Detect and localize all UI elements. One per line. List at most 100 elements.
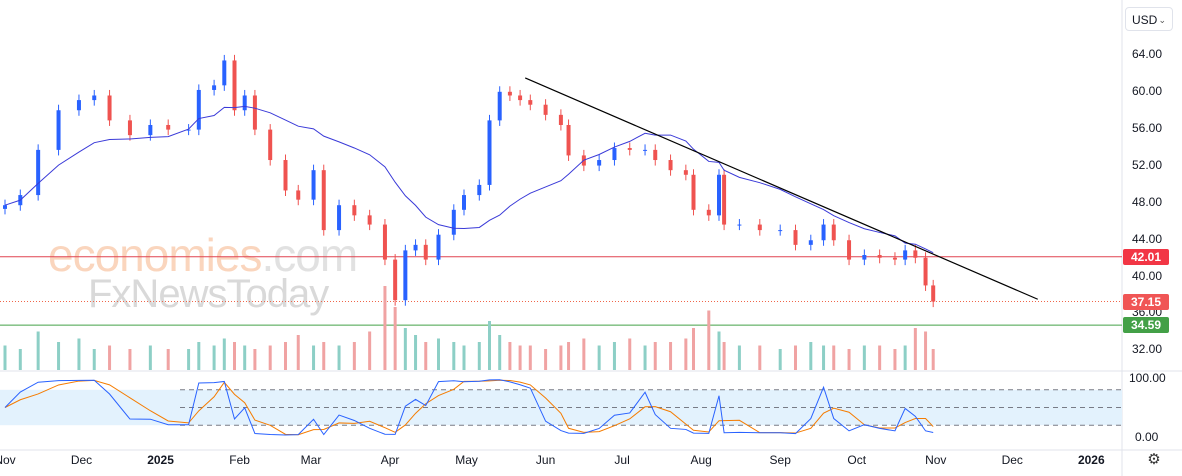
volume-bar xyxy=(692,328,695,370)
time-tick-label: Apr xyxy=(381,453,400,467)
candle-body xyxy=(831,224,836,241)
volume-bar xyxy=(809,342,813,370)
candle-body xyxy=(757,224,762,231)
volume-bar xyxy=(222,338,226,370)
trendline xyxy=(524,77,1038,300)
candle-body xyxy=(643,149,648,151)
volume-bar xyxy=(352,342,356,370)
candle-body xyxy=(627,148,632,150)
volume-bar xyxy=(544,349,548,370)
candle-body xyxy=(477,184,482,196)
time-tick-label: Nov xyxy=(925,453,946,467)
candle-body xyxy=(321,170,326,231)
volume-bar xyxy=(322,342,326,370)
volume-bar xyxy=(77,338,81,370)
volume-bar xyxy=(528,345,532,370)
price-tick-label: 48.00 xyxy=(1132,195,1162,209)
volume-bar xyxy=(722,342,726,370)
candle-body xyxy=(778,230,783,232)
watermark-text: economies xyxy=(48,229,262,281)
volume-bar xyxy=(567,342,571,370)
candle-body xyxy=(283,160,288,191)
volume-bar xyxy=(337,345,341,370)
volume-bar xyxy=(832,345,836,370)
volume-bar xyxy=(18,349,22,370)
candle-body xyxy=(222,60,227,86)
volume-bar xyxy=(3,345,7,370)
candle-body xyxy=(793,230,798,245)
volume-bar xyxy=(243,345,247,370)
volume-bar xyxy=(268,345,272,370)
time-tick-label: Mar xyxy=(301,453,322,467)
support-price-badge: 34.59 xyxy=(1123,317,1169,334)
candle-body xyxy=(36,149,41,196)
time-tick-label: May xyxy=(455,453,478,467)
candle-body xyxy=(337,205,342,231)
volume-bar xyxy=(653,342,657,370)
volume-bar xyxy=(862,345,866,370)
volume-bar xyxy=(424,342,428,370)
candle-body xyxy=(528,100,533,105)
volume-bar xyxy=(878,345,882,370)
candle-body xyxy=(892,257,897,260)
volume-bar xyxy=(253,349,257,370)
volume-bar xyxy=(166,349,170,370)
volume-bar xyxy=(518,345,522,370)
candle-body xyxy=(232,60,237,111)
candle-body xyxy=(92,95,97,101)
candle-body xyxy=(683,170,688,175)
time-tick-label: Sep xyxy=(770,453,792,467)
volume-bar xyxy=(931,349,935,370)
volume-bar xyxy=(312,345,316,370)
candle-body xyxy=(847,240,852,260)
candle-body xyxy=(186,129,191,131)
volume-bar xyxy=(368,331,372,370)
candle-body xyxy=(612,148,617,161)
candle-body xyxy=(252,95,257,130)
volume-bar xyxy=(498,335,502,370)
candle-body xyxy=(543,104,548,115)
volume-bar xyxy=(296,335,300,370)
volume-bar xyxy=(758,345,762,370)
stochastic-tick-label: 0.00 xyxy=(1135,430,1159,444)
candle-body xyxy=(717,174,721,216)
economies-watermark-logo: economies.com xyxy=(48,228,358,282)
watermark-suffix: .com xyxy=(261,229,358,281)
time-tick-label: Dec xyxy=(71,453,92,467)
time-tick-label: 2025 xyxy=(147,453,174,467)
candle-body xyxy=(462,195,466,210)
chevron-down-icon: ⌄ xyxy=(1158,15,1166,25)
currency-selector[interactable]: USD ⌄ xyxy=(1125,7,1173,31)
volume-bar xyxy=(737,345,741,370)
volume-bar xyxy=(913,328,917,370)
volume-bar xyxy=(36,331,40,370)
candle-body xyxy=(507,91,512,96)
candle-body xyxy=(127,120,132,136)
volume-bar xyxy=(794,345,797,370)
currency-value: USD xyxy=(1132,13,1158,27)
resistance-price-badge: 42.01 xyxy=(1123,248,1169,265)
candle-body xyxy=(423,244,428,260)
candle-body xyxy=(382,224,387,260)
volume-bar xyxy=(684,338,688,370)
volume-bar xyxy=(924,331,928,370)
volume-bar xyxy=(128,349,132,370)
candle-body xyxy=(737,224,742,226)
volume-bar xyxy=(903,345,907,370)
time-tick-label: Nov xyxy=(0,453,16,467)
settings-gear-icon[interactable]: ⚙ xyxy=(1147,451,1161,468)
volume-bar xyxy=(488,321,491,370)
volume-bar xyxy=(597,345,601,370)
candle-body xyxy=(403,250,408,301)
volume-bar xyxy=(108,345,112,370)
candle-body xyxy=(166,124,171,130)
volume-bar xyxy=(477,342,481,370)
candle-body xyxy=(296,190,301,200)
candle-body xyxy=(413,244,418,251)
volume-bar xyxy=(148,345,152,370)
candle-body xyxy=(597,160,602,166)
volume-bar xyxy=(197,342,201,370)
price-tick-label: 40.00 xyxy=(1132,269,1162,283)
